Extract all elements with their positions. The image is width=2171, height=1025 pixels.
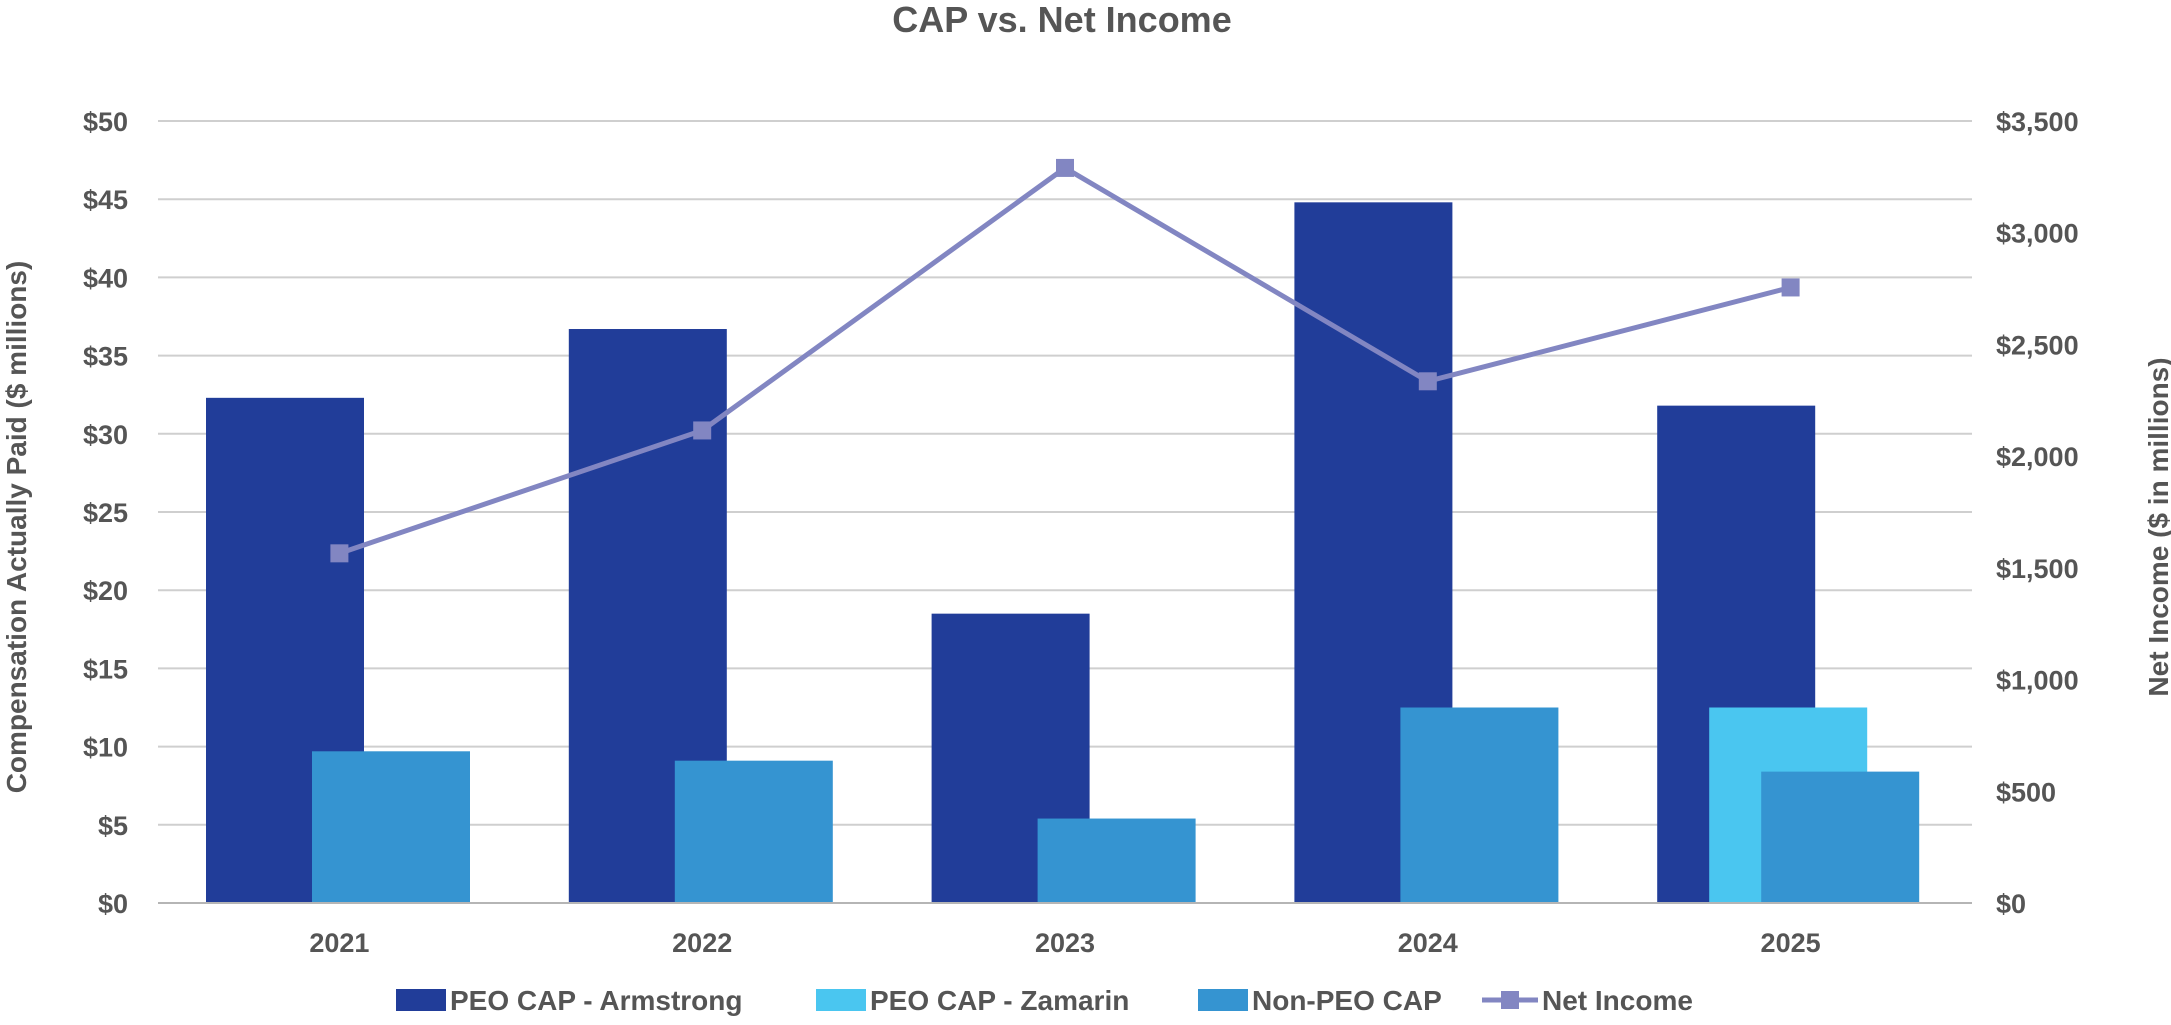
x-tick-label: 2022: [672, 928, 732, 958]
net-income-marker: [330, 544, 349, 563]
left-tick-label: $0: [98, 889, 128, 919]
left-tick-label: $25: [83, 498, 128, 528]
right-tick-label: $0: [1996, 889, 2026, 919]
x-tick-label: 2023: [1035, 928, 1095, 958]
x-tick-label: 2024: [1398, 928, 1458, 958]
net-income-marker: [1781, 278, 1800, 297]
legend-swatch: [816, 989, 866, 1011]
right-tick-label: $2,000: [1996, 442, 2079, 472]
right-tick-label: $3,000: [1996, 219, 2079, 249]
left-tick-label: $40: [83, 263, 128, 293]
legend-label: Net Income: [1542, 985, 1693, 1016]
left-tick-label: $10: [83, 733, 128, 763]
chart-title: CAP vs. Net Income: [892, 0, 1231, 40]
bar-non-peo-cap: [312, 751, 470, 903]
right-tick-label: $3,500: [1996, 107, 2079, 137]
left-tick-label: $20: [83, 576, 128, 606]
left-tick-label: $35: [83, 342, 128, 372]
right-tick-label: $2,500: [1996, 330, 2079, 360]
right-axis-title: Net Income ($ in millions): [2143, 357, 2171, 696]
gridlines: [158, 120, 1972, 826]
bar-non-peo-cap: [1400, 707, 1559, 903]
legend-label: Non-PEO CAP: [1252, 985, 1442, 1016]
left-tick-label: $15: [83, 654, 128, 684]
right-tick-label: $1,500: [1996, 554, 2079, 584]
net-income-line: [330, 158, 1800, 563]
left-tick-label: $5: [98, 811, 128, 841]
right-tick-label: $1,000: [1996, 666, 2079, 696]
left-tick-label: $45: [83, 185, 128, 215]
bar-non-peo-cap: [1761, 771, 1920, 903]
bar-non-peo-cap: [1037, 818, 1196, 903]
legend-swatch-marker: [1501, 991, 1519, 1009]
bar-non-peo-cap: [674, 760, 833, 903]
net-income-marker: [1418, 372, 1437, 391]
legend-swatch: [396, 989, 446, 1011]
legend-swatch: [1198, 989, 1248, 1011]
axes: $0 $5 $10 $15 $20 $25 $30 $35 $40 $45 $50 $0 $500 $1,…: [83, 107, 2079, 958]
legend: PEO CAP - Armstrong PEO CAP - Zamarin Non-…: [396, 985, 1693, 1016]
net-income-line-path: [338, 165, 1792, 556]
legend-label: PEO CAP - Armstrong: [450, 985, 742, 1016]
left-tick-label: $50: [83, 107, 128, 137]
left-tick-label: $30: [83, 420, 128, 450]
left-axis-title: Compensation Actually Paid ($ millions): [1, 261, 32, 794]
x-tick-label: 2025: [1761, 928, 1821, 958]
x-tick-label: 2021: [309, 928, 369, 958]
net-income-marker: [693, 421, 712, 440]
net-income-marker: [1056, 158, 1074, 177]
right-tick-label: $500: [1996, 777, 2056, 807]
bars: [206, 202, 1920, 904]
legend-label: PEO CAP - Zamarin: [870, 985, 1129, 1016]
